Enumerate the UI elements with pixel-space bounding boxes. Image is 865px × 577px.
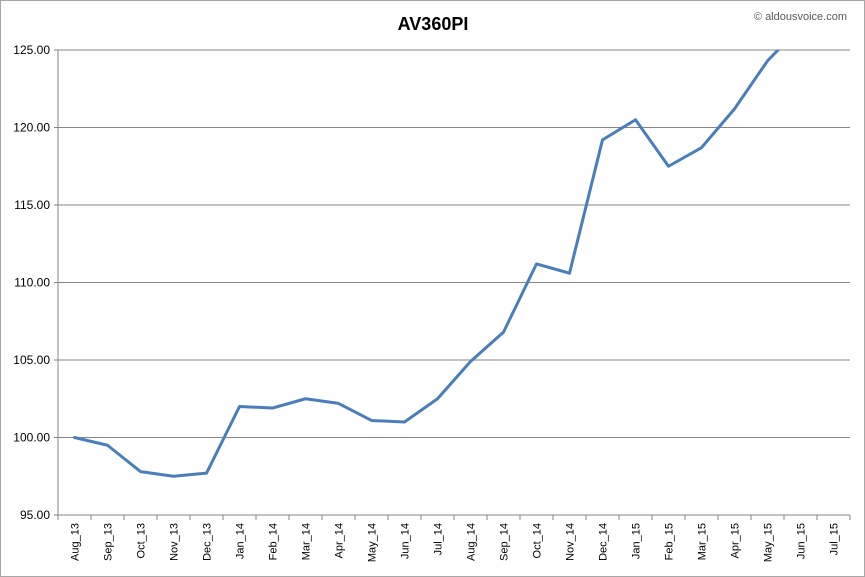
x-tick-label: Mar_15 [697,523,709,560]
x-tick-label: Nov_14 [565,523,577,561]
series-line [73,50,781,478]
x-axis-ticks: Aug_13 Sep_13 Oct_13 Nov_13 Dec_13 Jan_14 Feb_… [70,523,841,562]
x-tick-label: Apr_14 [334,523,346,558]
x-tick-label: Feb_15 [664,523,676,560]
y-tick-label: 110.00 [14,276,50,290]
y-tick-label: 100.00 [13,431,50,445]
x-tick-label: Jan_14 [235,523,247,559]
x-tick-label: Jul_15 [829,523,841,555]
x-tick-label: Dec_13 [202,523,214,561]
x-tick-label: Aug_13 [70,523,82,561]
x-tick-label: Mar_14 [301,523,313,560]
gridlines [58,49,850,516]
x-tick-label: Jul_14 [433,523,445,555]
x-tick-label: Nov_13 [169,523,181,561]
y-tick-label: 105.00 [13,353,50,367]
x-tick-label: Sep_14 [499,523,511,561]
series-layer [73,50,781,478]
y-tick-label: 125.00 [13,43,50,57]
y-tick-label: 95.00 [20,508,50,522]
watermark-text: © aldousvoice.com [754,11,847,23]
x-tick-label: Sep_13 [103,523,115,561]
x-tick-label: Oct_13 [136,523,148,558]
x-tick-label: Jan_15 [631,523,643,559]
x-tick-label: Feb_14 [268,523,280,560]
x-tick-label: Jun_15 [796,523,808,559]
x-tick-label: Aug_14 [466,523,478,561]
x-tick-label: Dec_14 [598,523,610,561]
x-tick-label: Apr_15 [730,523,742,558]
x-tick-label: May_15 [763,523,775,562]
y-axis-ticks: 95.00 100.00 105.00 110.00 115.00 120.00 125.0… [13,43,50,522]
y-tick-label: 120.00 [13,121,50,135]
x-tick-label: Oct_14 [532,523,544,558]
chart-title: AV360PI [398,14,469,34]
y-tick-label: 115.00 [14,198,50,212]
x-tick-label: Jun_14 [400,523,412,559]
axes [54,49,851,520]
x-tick-label: May_14 [367,523,379,562]
